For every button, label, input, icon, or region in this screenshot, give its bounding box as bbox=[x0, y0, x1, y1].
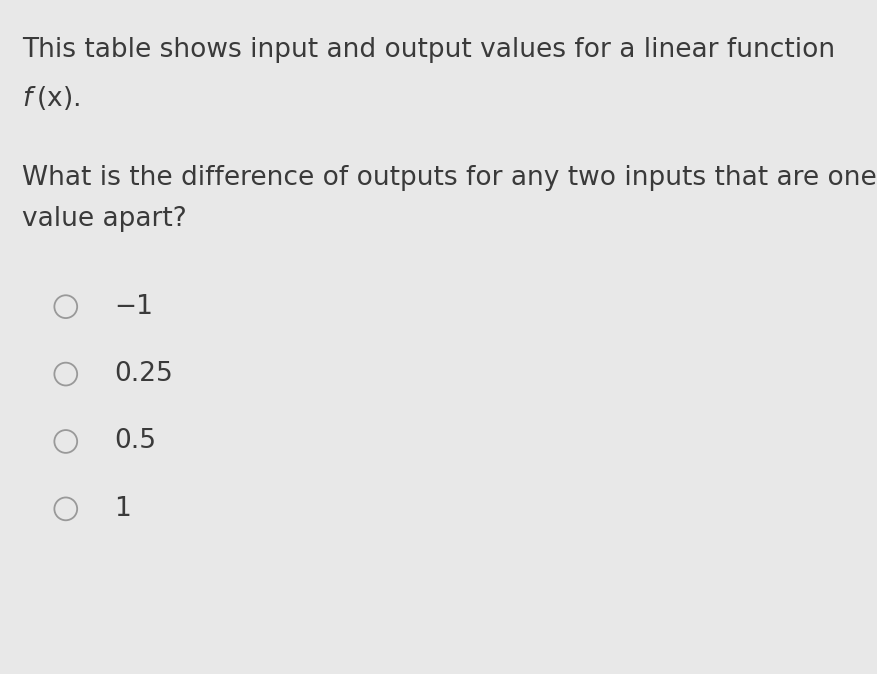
Text: value apart?: value apart? bbox=[22, 206, 187, 232]
Text: 0.25: 0.25 bbox=[114, 361, 173, 387]
Text: This table shows input and output values for a linear function: This table shows input and output values… bbox=[22, 37, 835, 63]
Text: $\mathit{f}$ (x).: $\mathit{f}$ (x). bbox=[22, 84, 81, 113]
Text: 0.5: 0.5 bbox=[114, 429, 156, 454]
Text: What is the difference of outputs for any two inputs that are one: What is the difference of outputs for an… bbox=[22, 165, 877, 191]
Text: 1: 1 bbox=[114, 496, 131, 522]
Text: −1: −1 bbox=[114, 294, 153, 319]
